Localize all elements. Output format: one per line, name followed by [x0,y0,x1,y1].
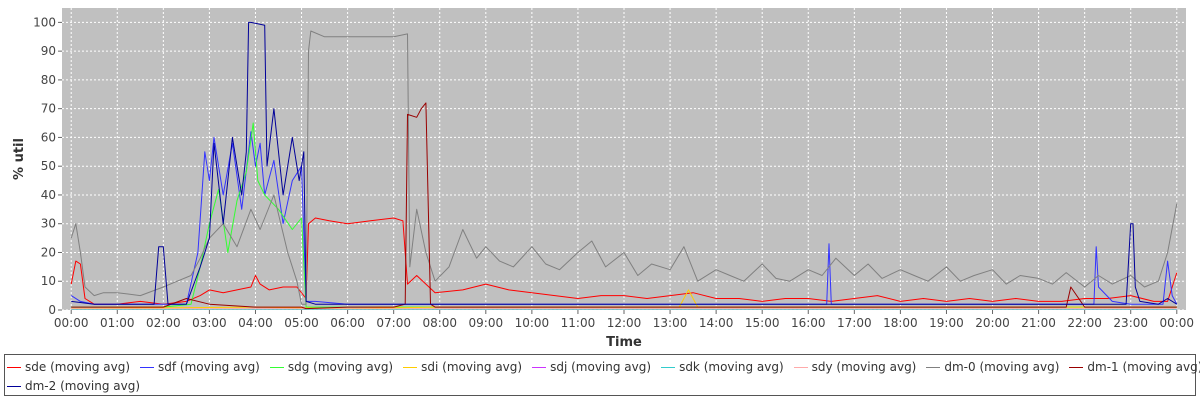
legend-item: dm-1 (moving avg) [1069,360,1200,374]
legend-label: sdf (moving avg) [158,360,260,374]
x-tick-label: 17:00 [837,316,872,330]
legend-label: sdk (moving avg) [679,360,784,374]
x-tick-label: 05:00 [284,316,319,330]
x-tick-label: 12:00 [607,316,642,330]
x-tick-label: 09:00 [469,316,504,330]
x-tick-label: 15:00 [745,316,780,330]
legend-label: sde (moving avg) [25,360,131,374]
legend-label: sdj (moving avg) [550,360,652,374]
x-tick-label: 22:00 [1067,316,1102,330]
legend-swatch [7,366,21,368]
legend-item: sdk (moving avg) [661,360,784,374]
y-tick-label: 20 [41,245,56,259]
legend-label: sdi (moving avg) [421,360,523,374]
x-tick-label: 11:00 [561,316,596,330]
x-tick-label: 07:00 [376,316,411,330]
legend-item: sde (moving avg) [7,360,130,374]
legend-item: dm-2 (moving avg) [7,379,140,393]
y-tick-label: 100 [33,15,56,29]
y-tick-label: 60 [41,130,56,144]
legend-item: sdg (moving avg) [269,360,394,374]
legend-label: sdy (moving avg) [811,360,917,374]
x-tick-label: 10:00 [515,316,550,330]
x-tick-label: 20:00 [975,316,1010,330]
x-tick-label: 16:00 [791,316,826,330]
legend-label: dm-2 (moving avg) [25,379,141,393]
y-tick-label: 0 [48,303,56,317]
x-tick-label: 03:00 [192,316,227,330]
legend-item: sdf (moving avg) [140,360,260,374]
series-line [71,102,1177,310]
legend-label: sdg (moving avg) [287,360,394,374]
y-tick-label: 10 [41,274,56,288]
x-tick-label: 06:00 [330,316,365,330]
y-tick-label: 70 [41,102,56,116]
line-chart: 0 10 20 30 40 50 60 70 80 90 100 00:00 01:00 02:00 03… [12,8,1194,350]
series-line [70,217,1178,305]
x-tick-label: 14:00 [699,316,734,330]
x-tick-label: 08:00 [422,316,457,330]
x-axis-title: Time [606,335,642,350]
y-axis-ticks: 0 10 20 30 40 50 60 70 80 90 100 [33,15,62,317]
plot-area [62,8,1186,310]
x-tick-label: 23:00 [1113,316,1148,330]
y-tick-label: 90 [41,44,56,58]
legend-swatch [403,366,418,368]
legend-swatch [661,366,676,368]
legend-row: sde (moving avg) sdf (moving avg) sdg (mov… [7,358,1200,376]
legend-swatch [926,366,941,368]
legend-item: sdy (moving avg) [793,360,917,374]
x-axis-ticks: 00:00 01:00 02:00 03:00 04:00 05:00 06:00 07:00… [54,310,1194,330]
x-tick-label: 18:00 [883,316,918,330]
x-tick-label: 02:00 [146,316,181,330]
legend-row: dm-2 (moving avg) [7,377,150,395]
x-tick-label: 21:00 [1021,316,1056,330]
legend-item: sdi (moving avg) [403,360,522,374]
x-tick-label: 13:00 [653,316,688,330]
x-tick-label: 19:00 [929,316,964,330]
legend-label: dm-0 (moving avg) [944,360,1060,374]
y-tick-label: 50 [41,159,56,173]
legend-item: sdj (moving avg) [532,360,651,374]
legend-swatch [7,385,21,387]
y-tick-label: 80 [41,73,56,87]
legend: sde (moving avg) sdf (moving avg) sdg (mov… [4,354,1200,396]
y-tick-label: 40 [41,188,56,202]
x-tick-label: 04:00 [238,316,273,330]
legend-item: dm-0 (moving avg) [926,360,1059,374]
series-line [71,21,1178,305]
series-line [70,30,1178,305]
legend-swatch [532,366,547,368]
x-tick-label: 00:00 [54,316,89,330]
legend-swatch [1069,366,1084,368]
x-tick-label: 00:00 [1159,316,1194,330]
y-tick-label: 30 [41,217,56,231]
legend-swatch [140,366,155,368]
series-lines [70,21,1178,310]
x-tick-label: 01:00 [100,316,135,330]
y-axis-title: % util [12,138,27,180]
legend-swatch [269,366,284,368]
legend-swatch [793,366,808,368]
legend-label: dm-1 (moving avg) [1087,360,1200,374]
